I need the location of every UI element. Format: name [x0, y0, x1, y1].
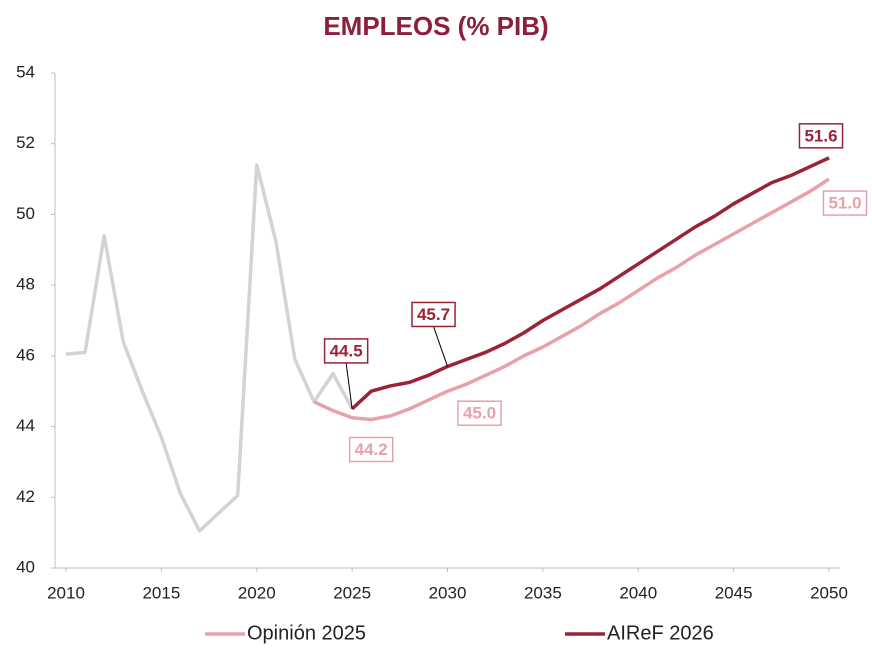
chart-title: EMPLEOS (% PIB): [323, 11, 548, 41]
line-series: [313, 177, 830, 422]
data-label: 51.0: [828, 194, 861, 213]
line-series: [65, 163, 354, 533]
y-tick-label: 50: [16, 204, 35, 223]
x-tick-label: 2035: [524, 583, 562, 602]
data-label-box: [822, 190, 868, 216]
leader-line: [345, 362, 353, 409]
x-tick-label: 2010: [47, 583, 85, 602]
y-tick-label: 52: [16, 133, 35, 152]
x-tick-label: 2040: [619, 583, 657, 602]
data-label-box: [348, 436, 394, 463]
y-tick-label: 46: [16, 345, 35, 364]
x-tick-label: 2025: [333, 583, 371, 602]
y-tick-label: 40: [16, 557, 35, 576]
data-label-box: [323, 338, 369, 364]
y-tick-label: 42: [16, 487, 35, 506]
x-tick-label: 2045: [715, 583, 753, 602]
data-label: 51.6: [804, 126, 837, 145]
data-label: 44.5: [330, 341, 363, 360]
data-label-box: [411, 301, 456, 328]
legend-label: Opinión 2025: [247, 622, 366, 644]
y-tick-label: 54: [16, 62, 35, 81]
line-series: [350, 156, 830, 411]
legend-label: AIReF 2026: [607, 622, 714, 644]
data-label-box: [798, 123, 844, 149]
data-label: 45.7: [417, 305, 450, 324]
y-tick-label: 44: [16, 416, 35, 435]
y-tick-label: 48: [16, 275, 35, 294]
x-tick-label: 2020: [238, 583, 276, 602]
x-tick-label: 2015: [142, 583, 180, 602]
x-tick-label: 2030: [429, 583, 467, 602]
leader-line: [433, 326, 448, 367]
data-label: 44.2: [355, 440, 388, 459]
x-tick-label: 2050: [810, 583, 848, 602]
data-label-box: [457, 400, 502, 426]
data-label: 45.0: [463, 404, 496, 423]
